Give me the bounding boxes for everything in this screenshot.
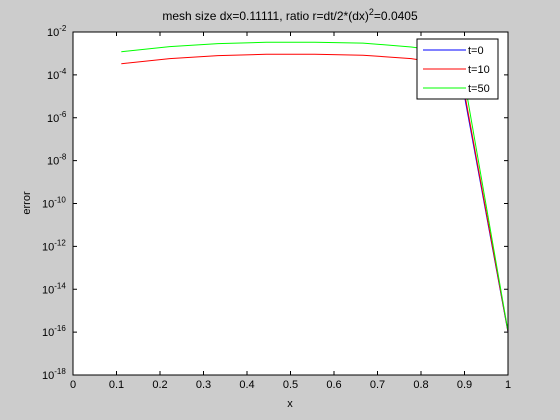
y-tick-label: 10-6 <box>47 110 67 125</box>
y-tick-label: 10-4 <box>47 67 67 82</box>
y-tick-label-exponent: -2 <box>59 24 67 33</box>
y-tick-label-base: 10 <box>47 113 59 125</box>
x-tick-label: 0.4 <box>239 379 254 391</box>
y-tick-label: 10-10 <box>42 196 66 211</box>
y-tick-label-base: 10 <box>47 156 59 168</box>
y-tick-label-exponent: -10 <box>54 196 66 205</box>
x-axis-label: x <box>287 398 293 410</box>
y-tick-label: 10-8 <box>47 153 67 168</box>
y-tick-label-base: 10 <box>47 70 59 82</box>
legend-label-0: t=0 <box>468 45 484 57</box>
x-tick-label: 0.5 <box>283 379 298 391</box>
chart-title-superscript: 2 <box>369 7 374 17</box>
y-tick-label-base: 10 <box>42 199 54 211</box>
chart-title-tail: =0.0405 <box>374 9 418 23</box>
y-tick-label: 10-16 <box>42 324 66 339</box>
x-tick-label: 0.7 <box>370 379 385 391</box>
y-tick-label: 10-2 <box>47 24 67 39</box>
y-tick-label-exponent: -6 <box>59 110 67 119</box>
y-tick-label: 10-14 <box>42 281 66 296</box>
y-tick-label-exponent: -8 <box>59 153 67 162</box>
y-tick-label: 10-18 <box>42 367 66 382</box>
x-tick-label: 0.8 <box>413 379 428 391</box>
legend: t=0 t=10 t=50 <box>416 38 499 100</box>
x-tick-label: 0 <box>70 379 76 391</box>
x-tick-label: 1 <box>505 379 511 391</box>
x-tick-label: 0.3 <box>196 379 211 391</box>
y-tick-label-base: 10 <box>47 27 59 39</box>
y-tick-label-exponent: -4 <box>59 67 67 76</box>
y-tick-label: 10-12 <box>42 238 66 253</box>
chart-title: mesh size dx=0.11111, ratio r=dt/2*(dx)2… <box>162 7 418 23</box>
y-tick-label-exponent: -12 <box>54 238 66 247</box>
y-axis-label: error <box>21 191 33 215</box>
tick-layer: 0 0.1 0.2 0.3 0.4 0.5 0.6 0.7 0.8 0.9 110-210-410-… <box>42 24 511 391</box>
legend-label-1: t=10 <box>468 64 490 76</box>
y-tick-label-base: 10 <box>42 327 54 339</box>
legend-label-2: t=50 <box>468 83 490 95</box>
y-tick-label-exponent: -18 <box>54 367 66 376</box>
y-tick-label-exponent: -14 <box>54 281 66 290</box>
chart-title-main: mesh size dx=0.11111, ratio r=dt/2*(dx) <box>162 9 369 23</box>
x-tick-label: 0.1 <box>109 379 124 391</box>
x-tick-label: 0.6 <box>326 379 341 391</box>
y-tick-label-exponent: -16 <box>54 324 66 333</box>
y-tick-label-base: 10 <box>42 284 54 296</box>
y-tick-label-base: 10 <box>42 241 54 253</box>
x-tick-label: 0.2 <box>152 379 167 391</box>
x-tick-label: 0.9 <box>457 379 472 391</box>
y-tick-label-base: 10 <box>42 370 54 382</box>
